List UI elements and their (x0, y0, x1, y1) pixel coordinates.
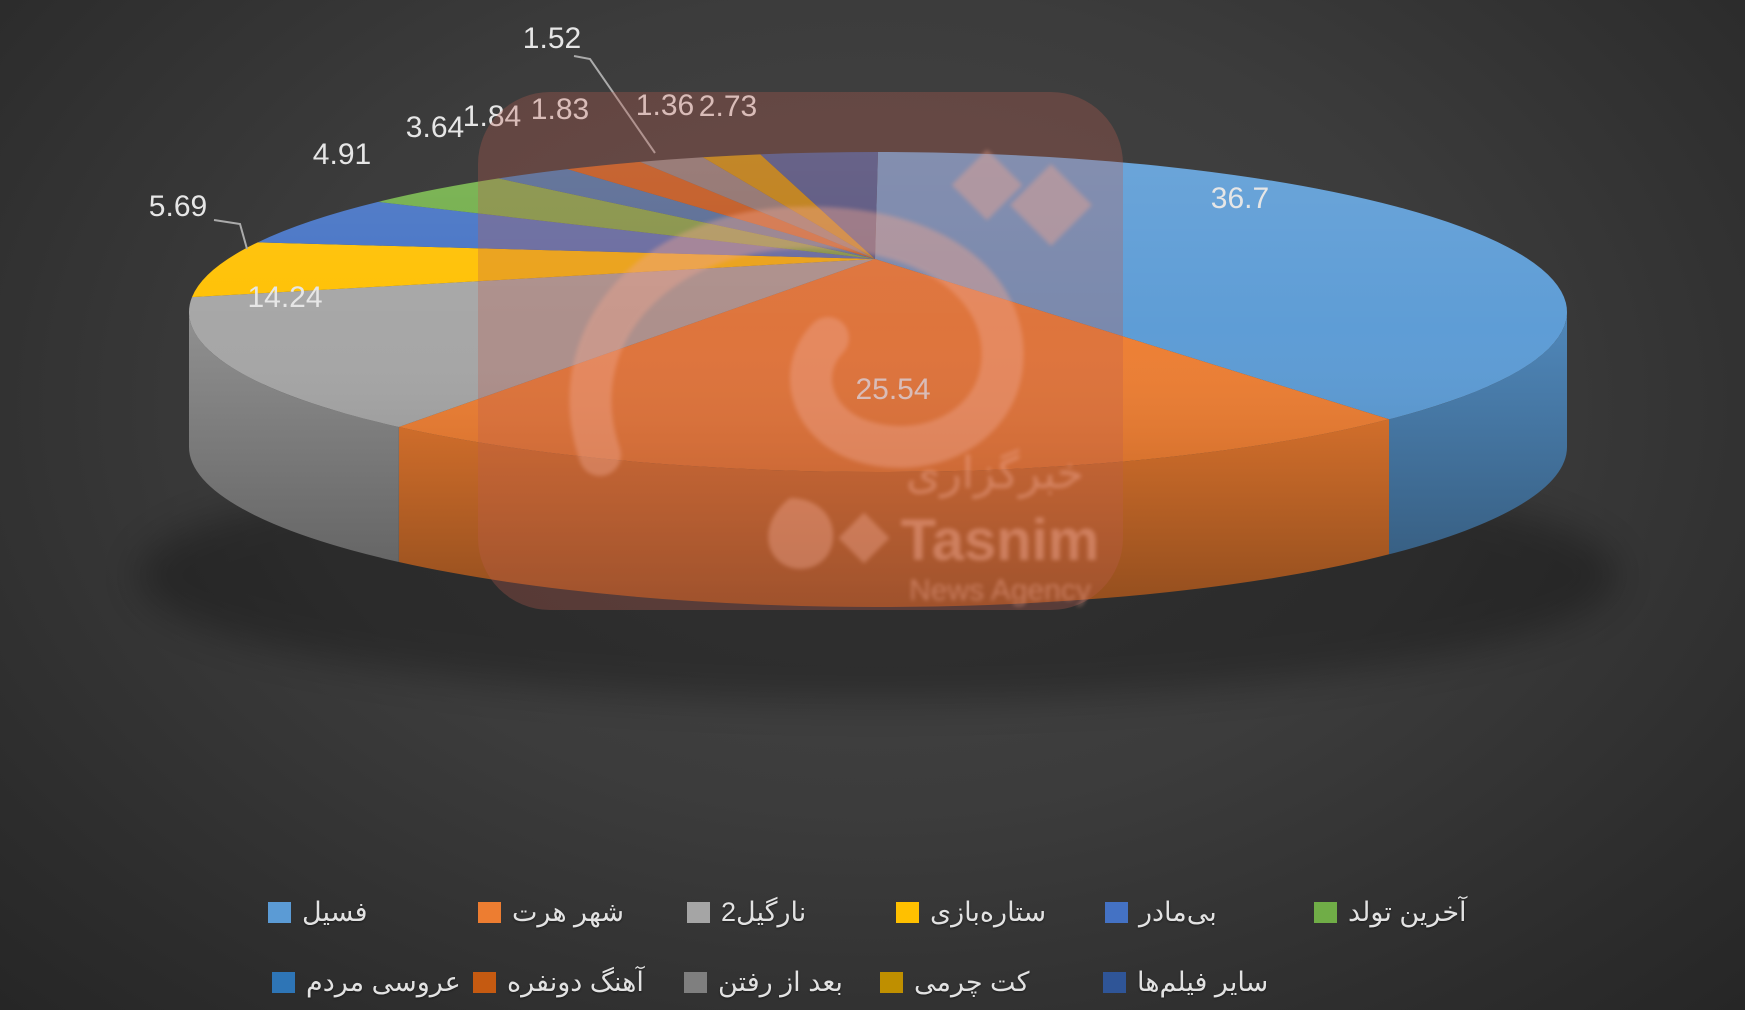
watermark-line-fa: خبرگزاری (906, 448, 1084, 499)
legend-item-4: بی‌مادر (1105, 897, 1217, 928)
calligraphy-swirl (569, 206, 1024, 476)
legend-item-8: بعد از رفتن (684, 967, 843, 998)
value-label-6: 1.84 (463, 100, 521, 133)
legend-item-10: سایر فیلم‌ها (1103, 967, 1268, 998)
value-label-0: 36.7 (1211, 182, 1269, 215)
legend-label-3: ستاره‌بازی (930, 897, 1047, 927)
legend-swatch-8 (684, 972, 707, 993)
legend-label-2: نارگیل2 (721, 897, 807, 927)
legend-label-9: کت چرمی (914, 967, 1030, 997)
legend-label-5: آخرین تولد (1348, 897, 1467, 927)
tasnim-watermark: خبرگزاری Tasnim News Agency (478, 92, 1123, 610)
legend-row-2: عروسی مردم آهنگ دونفره بعد از رفتن کت چرمی س… (0, 967, 1745, 1007)
legend-item-0: فسیل (268, 897, 368, 928)
legend-row-1: فسیل شهر هرت نارگیل2 ستاره‌بازی بی‌مادر آخرین… (0, 897, 1745, 937)
value-label-3: 5.69 (149, 190, 207, 223)
legend-item-7: آهنگ دونفره (473, 967, 644, 998)
legend-swatch-3 (896, 902, 919, 923)
value-label-7: 1.83 (531, 93, 589, 126)
watermark-line-agency: News Agency (909, 574, 1091, 607)
legend-swatch-6 (272, 972, 295, 993)
legend-label-10: سایر فیلم‌ها (1137, 967, 1269, 997)
logo-diamond-1 (951, 149, 1023, 221)
legend-item-1: شهر هرت (478, 897, 624, 928)
value-label-5: 3.64 (406, 111, 464, 144)
logo-teardrop (768, 498, 834, 569)
legend-label-4: بی‌مادر (1139, 897, 1217, 927)
legend-label-1: شهر هرت (512, 897, 625, 927)
logo-diamond-3 (838, 512, 890, 564)
watermark-line-tasnim: Tasnim (901, 508, 1100, 573)
legend-item-5: آخرین تولد (1314, 897, 1467, 928)
value-label-10: 2.73 (699, 90, 757, 123)
legend-swatch-10 (1103, 972, 1126, 993)
legend-item-2: نارگیل2 (687, 897, 806, 928)
value-label-1: 25.54 (855, 373, 930, 406)
legend-label-6: عروسی مردم (306, 967, 461, 997)
legend-item-6: عروسی مردم (272, 967, 461, 998)
leader-line-5.69 (213, 219, 248, 250)
legend-item-9: کت چرمی (880, 967, 1029, 998)
leader-line-1.52 (573, 55, 656, 154)
value-label-4: 4.91 (313, 138, 371, 171)
legend-swatch-0 (268, 902, 291, 923)
legend-swatch-5 (1314, 902, 1337, 923)
legend-label-7: آهنگ دونفره (507, 967, 644, 997)
legend-swatch-4 (1105, 902, 1128, 923)
value-label-8: 1.52 (523, 22, 581, 55)
legend-swatch-2 (687, 902, 710, 923)
legend-swatch-9 (880, 972, 903, 993)
legend-swatch-1 (478, 902, 501, 923)
value-label-9: 1.36 (636, 89, 694, 122)
legend-label-8: بعد از رفتن (718, 967, 843, 997)
value-label-2: 14.24 (247, 281, 322, 314)
legend-label-0: فسیل (302, 897, 368, 927)
legend-item-3: ستاره‌بازی (896, 897, 1046, 928)
legend-swatch-7 (473, 972, 496, 993)
